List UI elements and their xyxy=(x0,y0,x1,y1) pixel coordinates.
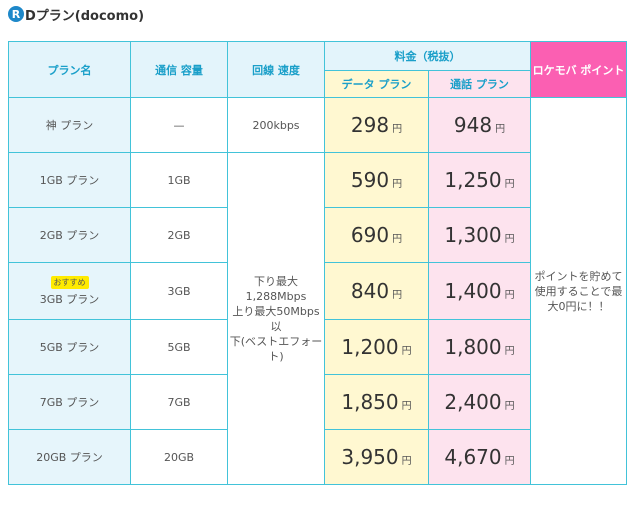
capacity-cell: 2GB xyxy=(130,207,228,263)
yen-unit: 円 xyxy=(401,346,412,357)
data-price-cell: 3,950 円 xyxy=(324,429,429,485)
speed-note-line: 上り最大50Mbps以 xyxy=(232,304,320,333)
table-row: 5GB プラン 5GB 1,200 円 1,800 円 xyxy=(8,319,627,375)
rocket-points-note: ポイントを貯めて 使用することで最 大0円に！！ xyxy=(530,97,627,485)
call-price: 1,400 xyxy=(444,279,502,303)
yen-unit: 円 xyxy=(495,124,506,135)
speed-cell: 200kbps xyxy=(227,97,325,153)
call-price-cell: 1,250 円 xyxy=(428,152,531,208)
page-title: R Dプラン(docomo) xyxy=(8,5,145,24)
speed-note-line: ト) xyxy=(268,349,284,363)
data-price-cell: 840 円 xyxy=(324,262,429,320)
plan-name-cell: 5GB プラン xyxy=(8,319,131,375)
plan-name-cell: 神 プラン xyxy=(8,97,131,153)
plan-name-cell: 1GB プラン xyxy=(8,152,131,208)
speed-note-line: 下(ベストエフォー xyxy=(229,334,323,348)
yen-unit: 円 xyxy=(504,179,515,190)
call-price: 1,250 xyxy=(444,168,502,192)
header-data-plan: データ プラン xyxy=(324,70,429,98)
yen-unit: 円 xyxy=(392,124,403,135)
data-price-cell: 1,200 円 xyxy=(324,319,429,375)
yen-unit: 円 xyxy=(401,456,412,467)
table-row: 7GB プラン 7GB 1,850 円 2,400 円 xyxy=(8,374,627,430)
yen-unit: 円 xyxy=(504,290,515,301)
page-title-text: Dプラン(docomo) xyxy=(25,8,145,24)
data-price: 690 xyxy=(350,223,390,247)
header-call-plan: 通話 プラン xyxy=(428,70,531,98)
header-rocket-points: ロケモバ ポイント xyxy=(530,41,627,98)
plan-name-cell: 7GB プラン xyxy=(8,374,131,430)
call-price: 1,800 xyxy=(444,335,502,359)
data-price: 1,200 xyxy=(341,335,399,359)
rakuten-logo-icon: R xyxy=(8,6,24,22)
data-price-cell: 298 円 xyxy=(324,97,429,153)
table-row: 2GB プラン 2GB 690 円 1,300 円 xyxy=(8,207,627,263)
capacity-cell: 3GB xyxy=(130,262,228,320)
header-capacity: 通信 容量 xyxy=(130,41,228,98)
plan-name-text: 3GB プラン xyxy=(39,293,100,306)
yen-unit: 円 xyxy=(504,234,515,245)
capacity-cell: 7GB xyxy=(130,374,228,430)
call-price-cell: 2,400 円 xyxy=(428,374,531,430)
capacity-cell: 1GB xyxy=(130,152,228,208)
plan-name-cell: 20GB プラン xyxy=(8,429,131,485)
points-note-line: 使用することで最 xyxy=(534,284,623,298)
speed-note-line: 下り最大 xyxy=(254,274,298,288)
call-price: 2,400 xyxy=(444,390,502,414)
header-plan-name: プラン名 xyxy=(8,41,131,98)
data-price: 590 xyxy=(350,168,390,192)
table-row: おすすめ 3GB プラン 3GB 840 円 1,400 円 xyxy=(8,262,627,320)
plan-name-cell: おすすめ 3GB プラン xyxy=(8,262,131,320)
call-price-cell: 1,400 円 xyxy=(428,262,531,320)
yen-unit: 円 xyxy=(504,346,515,357)
call-price-cell: 948 円 xyxy=(428,97,531,153)
yen-unit: 円 xyxy=(504,456,515,467)
data-price: 1,850 xyxy=(341,390,399,414)
yen-unit: 円 xyxy=(392,290,403,301)
call-price-cell: 4,670 円 xyxy=(428,429,531,485)
call-price: 4,670 xyxy=(444,445,502,469)
capacity-cell: — xyxy=(130,97,228,153)
points-note-line: 大0円に！！ xyxy=(547,299,610,313)
data-price: 3,950 xyxy=(341,445,399,469)
call-price-cell: 1,300 円 xyxy=(428,207,531,263)
table-row: 1GB プラン 1GB 下り最大 1,288Mbps 上り最大50Mbps以 下… xyxy=(8,152,627,485)
yen-unit: 円 xyxy=(504,401,515,412)
yen-unit: 円 xyxy=(401,401,412,412)
table-row: 神 プラン — 200kbps 298 円 948 円 ポイントを貯めて 使用するこ… xyxy=(8,97,627,485)
capacity-cell: 20GB xyxy=(130,429,228,485)
speed-note-cell: 下り最大 1,288Mbps 上り最大50Mbps以 下(ベストエフォー ト) xyxy=(227,152,325,485)
points-note-line: ポイントを貯めて xyxy=(534,269,623,283)
data-price-cell: 590 円 xyxy=(324,152,429,208)
call-price: 1,300 xyxy=(444,223,502,247)
capacity-cell: 5GB xyxy=(130,319,228,375)
speed-note-line: 1,288Mbps xyxy=(245,289,307,303)
header-fee: 料金（税抜） xyxy=(324,41,531,71)
data-price-cell: 690 円 xyxy=(324,207,429,263)
yen-unit: 円 xyxy=(392,179,403,190)
plan-name-cell: 2GB プラン xyxy=(8,207,131,263)
data-price: 298 xyxy=(350,113,390,137)
table-row: 20GB プラン 20GB 3,950 円 4,670 円 xyxy=(8,429,627,485)
call-price-cell: 1,800 円 xyxy=(428,319,531,375)
call-price: 948 xyxy=(453,113,493,137)
yen-unit: 円 xyxy=(392,234,403,245)
data-price-cell: 1,850 円 xyxy=(324,374,429,430)
header-speed: 回線 速度 xyxy=(227,41,325,98)
plan-price-table: プラン名 通信 容量 回線 速度 料金（税抜） ロケモバ ポイント データ プラ… xyxy=(8,41,627,485)
data-price: 840 xyxy=(350,279,390,303)
recommend-badge: おすすめ xyxy=(50,276,89,289)
